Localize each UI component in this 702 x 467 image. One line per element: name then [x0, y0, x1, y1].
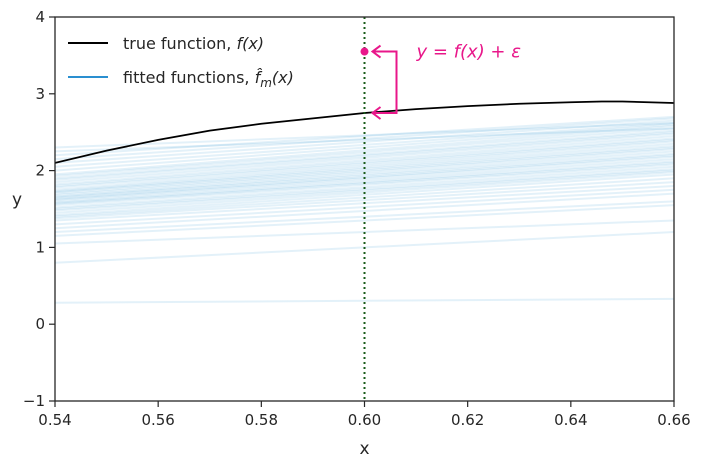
- y-tick-label: 3: [35, 85, 45, 103]
- fitted-line: [55, 173, 674, 217]
- x-tick-label: 0.64: [554, 411, 587, 429]
- legend-label-true: true function, f(x): [123, 34, 264, 53]
- y-tick-label: 0: [35, 315, 45, 333]
- x-axis: 0.54 0.56 0.58 0.60 0.62 0.64 0.66: [38, 401, 691, 429]
- fitted-line: [55, 146, 674, 195]
- fitted-line: [55, 192, 674, 230]
- fitted-line: [55, 127, 674, 153]
- fitted-line: [55, 125, 674, 176]
- x-axis-label: x: [359, 439, 369, 459]
- y-axis-label: y: [12, 190, 22, 210]
- fitted-line: [55, 297, 674, 304]
- legend-label-fitted: fitted functions, f̂m(x): [123, 68, 294, 90]
- fitted-line: [55, 145, 674, 194]
- fitted-line: [55, 158, 674, 203]
- x-tick-label: 0.54: [38, 411, 71, 429]
- annotation-text: y = f(x) + ε: [416, 42, 522, 63]
- fitted-line: [55, 131, 674, 181]
- fitted-line: [55, 121, 674, 149]
- x-tick-label: 0.66: [657, 411, 690, 429]
- x-tick-label: 0.62: [451, 411, 484, 429]
- legend: true function, f(x) fitted functions, f̂m…: [68, 34, 294, 90]
- x-tick-label: 0.56: [141, 411, 174, 429]
- fitted-line: [55, 150, 674, 198]
- fitted-line: [55, 152, 674, 199]
- fitted-line: [55, 204, 674, 237]
- arrow-head-top: [370, 44, 382, 59]
- noise-bracket: [373, 50, 398, 114]
- fitted-line: [55, 135, 674, 186]
- y-tick-label: 4: [35, 8, 45, 26]
- y-tick-label: −1: [23, 392, 45, 410]
- x-tick-label: 0.58: [245, 411, 278, 429]
- y-tick-label: 1: [35, 238, 45, 256]
- fitted-line: [55, 115, 674, 157]
- fitted-line: [55, 181, 674, 220]
- fitted-line: [55, 169, 674, 212]
- fitted-line: [55, 121, 674, 168]
- observation-point: [360, 47, 369, 56]
- fitted-line: [55, 200, 674, 234]
- x-tick-label: 0.60: [348, 411, 381, 429]
- fitted-line: [55, 119, 674, 164]
- y-tick-label: 2: [35, 162, 45, 180]
- arrow-head-bottom: [370, 106, 382, 120]
- fitted-line: [55, 129, 674, 180]
- y-axis: −1 0 1 2 3 4: [23, 8, 55, 410]
- fitted-functions: [55, 115, 674, 304]
- true-function-line: [55, 100, 674, 164]
- true-function-series: [55, 100, 674, 164]
- fitted-line: [55, 168, 674, 210]
- fitted-line: [55, 163, 674, 207]
- annotation: y = f(x) + ε: [360, 42, 522, 120]
- fitted-line: [55, 140, 674, 191]
